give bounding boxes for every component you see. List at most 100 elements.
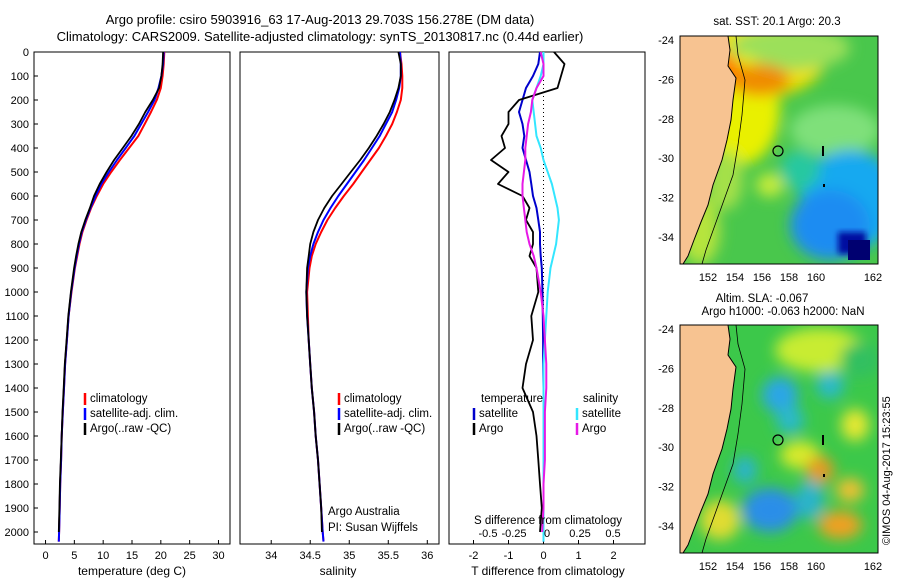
map-x-tick-label: 156 xyxy=(753,272,771,284)
depth-tick-label: 0 xyxy=(23,47,29,59)
x-tick-label: 36 xyxy=(421,550,433,562)
sst-map-field xyxy=(680,36,878,264)
map-y-tick-label: -32 xyxy=(658,193,674,205)
map-y-tick-label: -28 xyxy=(658,114,674,126)
legend-t-argo-label: Argo xyxy=(479,423,503,435)
legend-s-satellite-label: satellite xyxy=(582,408,621,420)
sla-map-title1: Altim. SLA: -0.067 xyxy=(716,293,809,305)
temperature-axes-frame xyxy=(33,51,231,545)
credits-line1: Argo Australia xyxy=(328,506,400,518)
difference-axes-frame xyxy=(448,51,646,545)
depth-tick-label: 1900 xyxy=(5,503,29,515)
depth-tick-label: 300 xyxy=(11,119,29,131)
sla-map-float-marker xyxy=(772,434,784,446)
x-tick-label: 20 xyxy=(155,550,167,562)
sla-map-frame xyxy=(679,324,879,554)
s-difference-label: S difference from climatology xyxy=(474,515,622,527)
map-y-tick-label: -26 xyxy=(658,363,674,375)
s-tick-label: 0 xyxy=(544,528,550,540)
sst-map-float-marker xyxy=(772,145,784,157)
legend-argo-label: Argo(..raw -QC) xyxy=(344,423,425,435)
map-x-tick-label: 162 xyxy=(864,272,882,284)
figure-title-line1: Argo profile: csiro 5903916_63 17-Aug-20… xyxy=(105,12,535,27)
map-x-tick-label: 160 xyxy=(807,561,825,573)
sst-map: sat. SST: 20.1 Argo: 20.3 xyxy=(658,16,882,284)
map-y-tick-label: -24 xyxy=(658,35,674,47)
series-line-salinity-argo xyxy=(521,51,548,533)
series-line-argo xyxy=(305,51,402,533)
series-line-climatology xyxy=(57,51,166,542)
t-difference-xlabel: T difference from climatology xyxy=(471,564,625,578)
map-y-tick-label: -26 xyxy=(658,74,674,86)
depth-tick-label: 100 xyxy=(11,71,29,83)
depth-tick-label: 1600 xyxy=(5,431,29,443)
depth-tick-label: 200 xyxy=(11,95,29,107)
s-tick-label: -0.25 xyxy=(501,528,526,540)
x-tick-label: 30 xyxy=(212,550,224,562)
timestamp-stamp: ©IMOS 04-Aug-2017 15:23:55 xyxy=(881,396,893,545)
x-tick-label: 2 xyxy=(610,550,616,562)
map-x-tick-label: 158 xyxy=(780,561,798,573)
x-tick-label: 1 xyxy=(575,550,581,562)
x-tick-label: -1 xyxy=(504,550,514,562)
series-line-argo xyxy=(57,51,164,533)
legend-temperature-heading: temperature xyxy=(481,393,543,405)
x-tick-label: 35.5 xyxy=(378,550,399,562)
legend-climatology-label: climatology xyxy=(344,393,402,405)
depth-tick-label: 1700 xyxy=(5,455,29,467)
salinity-axes-frame xyxy=(239,51,440,545)
legend-argo-label: Argo(..raw -QC) xyxy=(90,423,171,435)
x-tick-label: 0 xyxy=(540,550,546,562)
map-x-tick-label: 160 xyxy=(807,272,825,284)
series-line-climatology xyxy=(306,51,404,542)
temperature-xlabel: temperature (deg C) xyxy=(78,564,186,578)
difference-legend: temperature satellite Argo salinity sate… xyxy=(472,393,621,435)
x-tick-label: 34.5 xyxy=(300,550,321,562)
s-tick-label: 0.25 xyxy=(569,528,590,540)
x-tick-label: 34 xyxy=(265,550,277,562)
x-tick-label: 10 xyxy=(97,550,109,562)
s-tick-label: 0.5 xyxy=(605,528,620,540)
x-tick-label: -2 xyxy=(469,550,479,562)
x-tick-label: 35 xyxy=(343,550,355,562)
credits-line2: PI: Susan Wijffels xyxy=(328,522,418,534)
x-tick-label: 15 xyxy=(126,550,138,562)
map-x-tick-label: 156 xyxy=(753,561,771,573)
sst-map-frame xyxy=(679,35,879,265)
depth-tick-label: 900 xyxy=(11,263,29,275)
map-y-tick-label: -34 xyxy=(658,232,674,244)
depth-tick-label: 1500 xyxy=(5,407,29,419)
legend-salinity-heading: salinity xyxy=(583,393,618,405)
map-y-tick-label: -24 xyxy=(658,324,674,336)
sla-map-title2: Argo h1000: -0.063 h2000: NaN xyxy=(701,306,864,318)
series-line-temperature-satellite xyxy=(518,51,545,542)
map-y-tick-label: -28 xyxy=(658,403,674,415)
x-tick-label: 0 xyxy=(42,550,48,562)
sla-map-field xyxy=(680,325,878,553)
temperature-legend: climatology satellite-adj. clim. Argo(..… xyxy=(83,393,178,435)
map-x-tick-label: 162 xyxy=(864,561,882,573)
legend-t-satellite-label: satellite xyxy=(479,408,518,420)
legend-s-argo-label: Argo xyxy=(582,423,606,435)
map-x-tick-label: 154 xyxy=(726,272,744,284)
series-line-temperature-argo xyxy=(490,51,566,533)
depth-tick-label: 1300 xyxy=(5,359,29,371)
series-line-satellite-adj-clim- xyxy=(305,51,402,542)
depth-tick-label: 1000 xyxy=(5,287,29,299)
map-x-tick-label: 152 xyxy=(699,561,717,573)
salinity-xlabel: salinity xyxy=(320,564,357,578)
map-y-tick-label: -30 xyxy=(658,153,674,165)
depth-tick-label: 1400 xyxy=(5,383,29,395)
difference-panel: -2 -1 0 1 2 -0.5 -0.25 0 0.25 0.5 S difference fr… xyxy=(448,51,646,578)
depth-tick-label: 1100 xyxy=(5,311,29,323)
legend-satellite-label: satellite-adj. clim. xyxy=(344,408,432,420)
depth-tick-label: 800 xyxy=(11,239,29,251)
x-tick-label: 5 xyxy=(71,550,77,562)
depth-tick-label: 2000 xyxy=(5,527,29,539)
map-y-tick-label: -30 xyxy=(658,442,674,454)
depth-tick-label: 400 xyxy=(11,143,29,155)
temperature-panel: 0100200300400500600700800900100011001200… xyxy=(5,47,231,578)
map-x-tick-label: 154 xyxy=(726,561,744,573)
map-x-tick-label: 152 xyxy=(699,272,717,284)
salinity-legend: climatology satellite-adj. clim. Argo(..… xyxy=(337,393,432,435)
